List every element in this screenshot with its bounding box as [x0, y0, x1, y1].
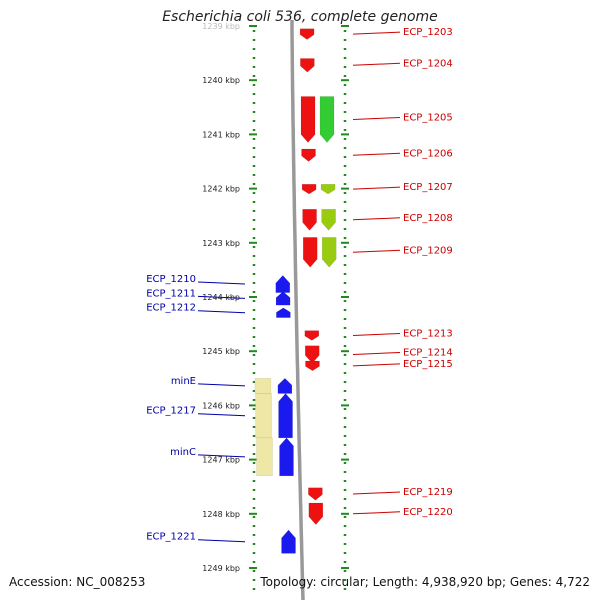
gene-label: ECP_1220: [403, 507, 453, 518]
gene-label: ECP_1207: [403, 182, 453, 193]
ruler-label: 1246 kbp: [202, 401, 240, 410]
gene-arrow: [302, 208, 317, 231]
gene-arrow: [304, 345, 320, 364]
gene-arrow: [275, 291, 291, 306]
gene-label-leader: [197, 281, 246, 285]
gene-arrow: [300, 96, 316, 143]
gene-label: ECP_1204: [403, 58, 453, 69]
gene-arrow: [301, 148, 316, 162]
gene-label: ECP_1205: [403, 112, 453, 123]
gene-arrow: [275, 274, 291, 293]
ruler-label: 1249 kbp: [202, 564, 240, 573]
gene-label-leader: [197, 295, 246, 299]
gene-arrow: [299, 28, 315, 40]
gene-label-leader: [352, 511, 401, 515]
ruler-label: 1245 kbp: [202, 347, 240, 356]
gene-label-leader: [197, 383, 246, 387]
genome-title: Escherichia coli 536, complete genome: [162, 9, 438, 25]
gene-label: ECP_1215: [403, 359, 453, 370]
gene-arrow: [308, 502, 324, 526]
gene-arrow: [304, 330, 320, 341]
accession-text: Accession: NC_008253: [9, 575, 146, 589]
ruler-label: 1239 kbp: [202, 22, 240, 31]
gene-label-leader: [352, 491, 401, 495]
gene-label: ECP_1206: [403, 148, 453, 159]
gene-label: ECP_1217: [146, 406, 196, 417]
gene-label-leader: [197, 539, 246, 543]
cds-arrow: [321, 237, 337, 268]
gene-arrow: [305, 360, 320, 372]
ruler-label: 1243 kbp: [202, 239, 240, 248]
gene-label: ECP_1203: [403, 27, 453, 38]
gene-label-leader: [352, 332, 401, 336]
gene-arrow: [302, 237, 318, 268]
gene-label: ECP_1209: [403, 245, 453, 256]
gene-label: ECP_1210: [146, 274, 196, 285]
gene-label-leader: [352, 217, 401, 221]
gene-label-leader: [352, 186, 401, 190]
gene-label: ECP_1212: [146, 303, 196, 314]
gene-label-leader: [352, 116, 401, 120]
ruler-label: 1248 kbp: [202, 510, 240, 519]
ruler-label: 1247 kbp: [202, 456, 240, 465]
gene-label-leader: [352, 351, 401, 355]
cds-block: [255, 393, 272, 439]
cds-block: [256, 437, 273, 477]
gene-arrow: [300, 58, 315, 73]
gene-label: minC: [170, 447, 196, 458]
gene-label: minE: [171, 376, 196, 387]
gene-label: ECP_1214: [403, 347, 453, 358]
gene-label: ECP_1219: [403, 487, 453, 498]
gene-arrow: [279, 437, 294, 477]
gene-label-leader: [197, 454, 246, 458]
cds-arrow: [320, 184, 336, 195]
ruler-label: 1240 kbp: [202, 76, 240, 85]
cds-block: [254, 378, 272, 394]
gene-arrow: [301, 184, 317, 195]
gene-label: ECP_1221: [146, 532, 196, 543]
gene-label-leader: [352, 152, 401, 156]
gene-label-leader: [352, 31, 401, 35]
ruler-label: 1241 kbp: [202, 130, 240, 139]
gene-label-leader: [352, 249, 401, 253]
gene-label-leader: [352, 363, 401, 367]
chromosome-backbone: [290, 20, 305, 600]
gene-label-leader: [352, 62, 401, 66]
cds-arrow: [319, 96, 335, 143]
gene-label-leader: [197, 413, 246, 417]
gene-label: ECP_1211: [146, 288, 196, 299]
cds-arrow: [321, 208, 336, 231]
gene-arrow: [281, 529, 296, 554]
gene-arrow: [276, 307, 291, 318]
genome-summary-text: Topology: circular; Length: 4,938,920 bp…: [260, 575, 590, 589]
ruler-label: 1242 kbp: [202, 185, 240, 194]
gene-arrow: [278, 393, 293, 439]
gene-arrow: [277, 377, 293, 394]
gene-label: ECP_1213: [403, 328, 453, 339]
gene-arrow: [308, 487, 323, 501]
gene-label-leader: [197, 310, 246, 314]
gene-label: ECP_1208: [403, 213, 453, 224]
